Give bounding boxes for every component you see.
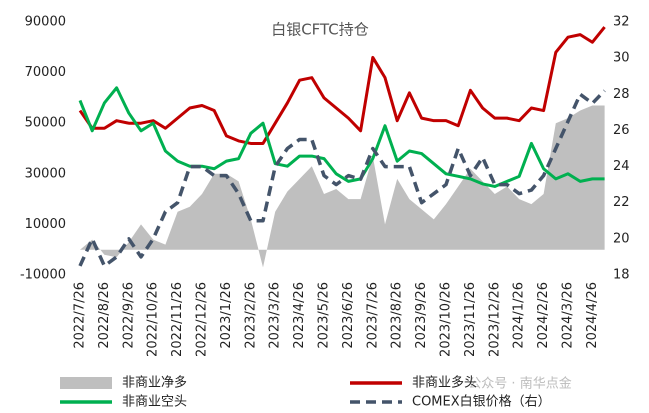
- x-tick-label: 2024/4/26: [585, 282, 600, 349]
- x-tick-label: 2022/12/26: [195, 282, 210, 357]
- x-tick-label: 2023/12/26: [487, 282, 502, 357]
- y2-tick-label: 28: [613, 87, 630, 102]
- y-tick-label: -10000: [20, 268, 66, 283]
- x-tick-label: 2023/11/26: [463, 282, 478, 357]
- y2-tick-label: 24: [613, 159, 630, 174]
- x-tick-label: 2022/9/26: [121, 282, 136, 349]
- y2-tick-label: 20: [613, 231, 630, 246]
- y-tick-label: 30000: [25, 166, 66, 181]
- x-tick-label: 2024/3/26: [561, 282, 576, 349]
- x-tick-label: 2023/4/26: [292, 282, 307, 349]
- y2-tick-label: 22: [613, 195, 630, 210]
- x-tick-label: 2022/8/26: [97, 282, 112, 349]
- y-tick-label: 10000: [25, 217, 66, 232]
- legend-label: 非商业多头: [412, 375, 477, 391]
- watermark: 公众号 · 南华点金: [468, 376, 571, 392]
- area: [80, 105, 605, 268]
- y-tick-label: 50000: [25, 116, 66, 131]
- y2-tick-label: 32: [613, 15, 630, 30]
- y2-tick-label: 26: [613, 123, 630, 138]
- legend-label: 非商业净多: [122, 375, 187, 391]
- x-tick-label: 2022/10/26: [146, 282, 161, 357]
- line: [78, 89, 606, 268]
- x-tick-label: 2023/10/26: [439, 282, 454, 357]
- line: [78, 86, 605, 188]
- legend-label: 非商业空头: [122, 395, 187, 410]
- x-tick-label: 2024/2/26: [536, 282, 551, 349]
- x-tick-label: 2024/1/26: [512, 282, 527, 349]
- chart-title: 白银CFTC持仓: [271, 21, 369, 39]
- x-tick-label: 2022/7/26: [73, 282, 88, 349]
- y-tick-label: 70000: [25, 65, 66, 80]
- x-tick-label: 2023/6/26: [341, 282, 356, 349]
- x-tick-label: 2023/8/26: [390, 282, 405, 349]
- legend-label: COMEX白银价格（右）: [412, 394, 551, 410]
- line: [78, 26, 606, 145]
- x-tick-label: 2023/2/26: [243, 282, 258, 349]
- x-tick-label: 2023/5/26: [317, 282, 332, 349]
- x-tick-label: 2023/1/26: [219, 282, 234, 349]
- y-tick-label: 90000: [25, 15, 66, 30]
- x-tick-label: 2023/3/26: [268, 282, 283, 349]
- x-tick-label: 2023/9/26: [414, 282, 429, 349]
- y2-tick-label: 18: [613, 268, 630, 283]
- x-tick-label: 2023/7/26: [365, 282, 380, 349]
- x-tick-label: 2022/11/26: [170, 282, 185, 357]
- legend-swatch: [60, 377, 112, 389]
- y2-tick-label: 30: [613, 51, 630, 66]
